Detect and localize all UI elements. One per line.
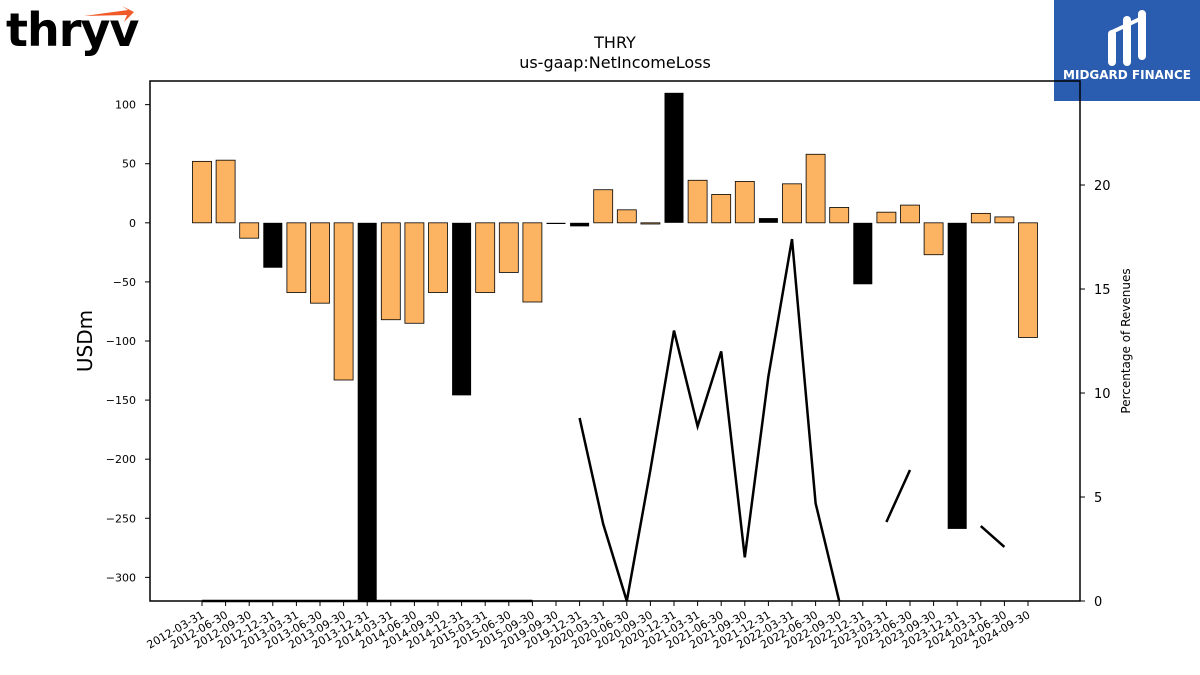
y2-tick-label: 20 [1094, 179, 1111, 194]
y2-axis: 0 5 10 15 20 [1080, 179, 1111, 610]
y-tick-label: −150 [106, 394, 136, 407]
chart-title: THRY [593, 33, 636, 52]
bar-2021-12-31 [758, 218, 778, 223]
pct-revenues-line [578, 238, 841, 602]
bar-2012-06-30 [215, 159, 236, 224]
bar-2024-06-30 [994, 216, 1015, 224]
thryv-logo-swoosh [84, 6, 134, 22]
y-tick-label: −200 [106, 453, 136, 466]
bar-2024-03-31 [970, 212, 991, 224]
bar-2014-03-31 [380, 222, 401, 321]
bar-2013-03-31 [286, 222, 307, 293]
bar-2013-12-31 [357, 222, 377, 601]
bar-2012-12-31 [263, 222, 283, 268]
bar-2023-09-30 [923, 222, 944, 256]
y2-tick-label: 5 [1094, 491, 1102, 506]
bar-2015-09-30 [522, 222, 543, 303]
y-axis: 100 50 0 −50 −100 −150 −200 −250 −300 [106, 99, 150, 584]
y-tick-label: 100 [115, 99, 136, 112]
x-axis: 2012-03-312012-06-302012-09-302012-12-31… [145, 601, 1033, 652]
bar-2021-03-31 [687, 179, 708, 224]
y-tick-label: −50 [113, 276, 136, 289]
bar-2023-03-31 [876, 211, 897, 224]
y-tick-label: −100 [106, 335, 136, 348]
midgard-mark-icon [1108, 10, 1146, 66]
bar-2020-06-30 [616, 209, 637, 224]
y2-tick-label: 15 [1094, 283, 1111, 298]
bar-2020-12-31 [664, 92, 684, 223]
pct-revenues-line [885, 469, 912, 523]
bar-2013-06-30 [310, 222, 330, 304]
y-tick-label: 0 [129, 217, 136, 230]
bar-2019-12-31 [570, 222, 590, 227]
bar-2012-03-31 [192, 160, 212, 224]
bar-2021-06-30 [711, 194, 732, 224]
bar-2023-12-31 [947, 222, 967, 529]
bar-2022-06-30 [805, 153, 826, 224]
bar-2022-03-31 [782, 183, 802, 224]
bar-2013-09-30 [333, 222, 354, 381]
bar-2014-09-30 [428, 222, 448, 293]
y-tick-label: −300 [106, 571, 136, 584]
midgard-finance-logo: MIDGARD FINANCE [1054, 0, 1200, 101]
bar-2021-09-30 [734, 181, 755, 224]
thryv-logo: thryv [6, 2, 139, 58]
y-tick-label: −250 [106, 512, 136, 525]
y-tick-label: 50 [122, 158, 136, 171]
pct-revenues-line [979, 525, 1006, 548]
bar-2020-09-30 [640, 222, 661, 225]
midgard-finance-label: MIDGARD FINANCE [1063, 68, 1191, 82]
plot-frame [149, 80, 1081, 602]
bar-2019-09-30 [546, 222, 566, 224]
bar-2015-06-30 [498, 222, 519, 273]
bar-2023-06-30 [900, 204, 920, 224]
bar-2014-06-30 [404, 222, 425, 324]
bar-2022-12-31 [853, 222, 873, 285]
y2-tick-label: 10 [1094, 387, 1111, 402]
bar-2022-09-30 [829, 207, 850, 224]
bar-2014-12-31 [452, 222, 472, 396]
y2-tick-label: 0 [1094, 595, 1102, 610]
bar-2012-09-30 [239, 222, 260, 239]
chart-subtitle: us-gaap:NetIncomeLoss [519, 53, 711, 72]
bars-group [192, 92, 1038, 601]
bar-2020-03-31 [593, 189, 614, 224]
bar-2015-03-31 [475, 222, 496, 293]
y2-axis-label: Percentage of Revenues [1119, 268, 1133, 413]
y-axis-label: USDm [73, 310, 97, 372]
bar-2024-09-30 [1018, 222, 1038, 338]
